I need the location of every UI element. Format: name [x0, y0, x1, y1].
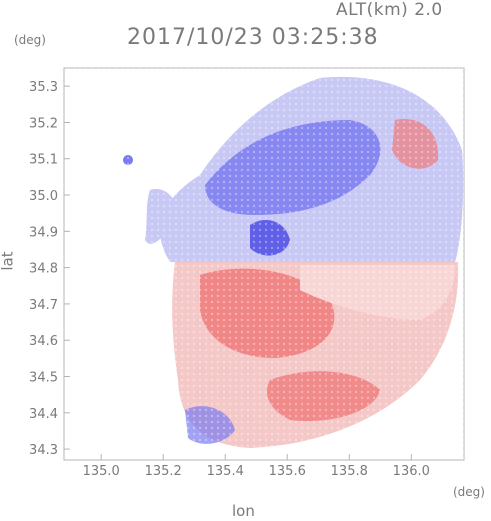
observation-timestamp: 2017/10/23 03:25:38: [127, 25, 379, 50]
x-axis-title: lon: [232, 502, 255, 520]
x-tick-label: 135.4: [207, 464, 244, 479]
y-tick-label: 34.8: [29, 262, 58, 277]
y-axis-title: lat: [0, 251, 17, 271]
x-tick-label: 135.2: [145, 464, 182, 479]
x-tick-label: 136.0: [393, 464, 430, 479]
radar-echo-field: [64, 68, 464, 460]
y-tick-label: 34.7: [29, 298, 58, 313]
y-tick-label: 34.4: [29, 407, 58, 422]
y-tick-label: 35.1: [29, 153, 58, 168]
x-axis-ticks: 135.0 135.2 135.4 135.6 135.8 136.0: [83, 454, 430, 479]
y-tick-label: 34.6: [29, 334, 58, 349]
y-tick-label: 35.2: [29, 116, 58, 131]
y-tick-label: 35.0: [29, 189, 58, 204]
y-axis-unit: (deg): [14, 33, 46, 47]
y-axis-ticks: 35.3 35.2 35.1 35.0 34.9 34.8 34.7 34.6 34.5 34.4…: [29, 80, 70, 458]
x-tick-label: 135.6: [269, 464, 306, 479]
x-tick-label: 135.0: [83, 464, 120, 479]
y-tick-label: 34.3: [29, 443, 58, 458]
x-tick-label: 135.8: [331, 464, 368, 479]
texture-overlay: [64, 68, 464, 460]
altitude-label: ALT(km) 2.0: [336, 0, 443, 20]
x-axis-unit: (deg): [453, 485, 485, 499]
y-tick-label: 34.9: [29, 225, 58, 240]
y-tick-label: 35.3: [29, 80, 58, 95]
y-tick-label: 34.5: [29, 371, 58, 386]
